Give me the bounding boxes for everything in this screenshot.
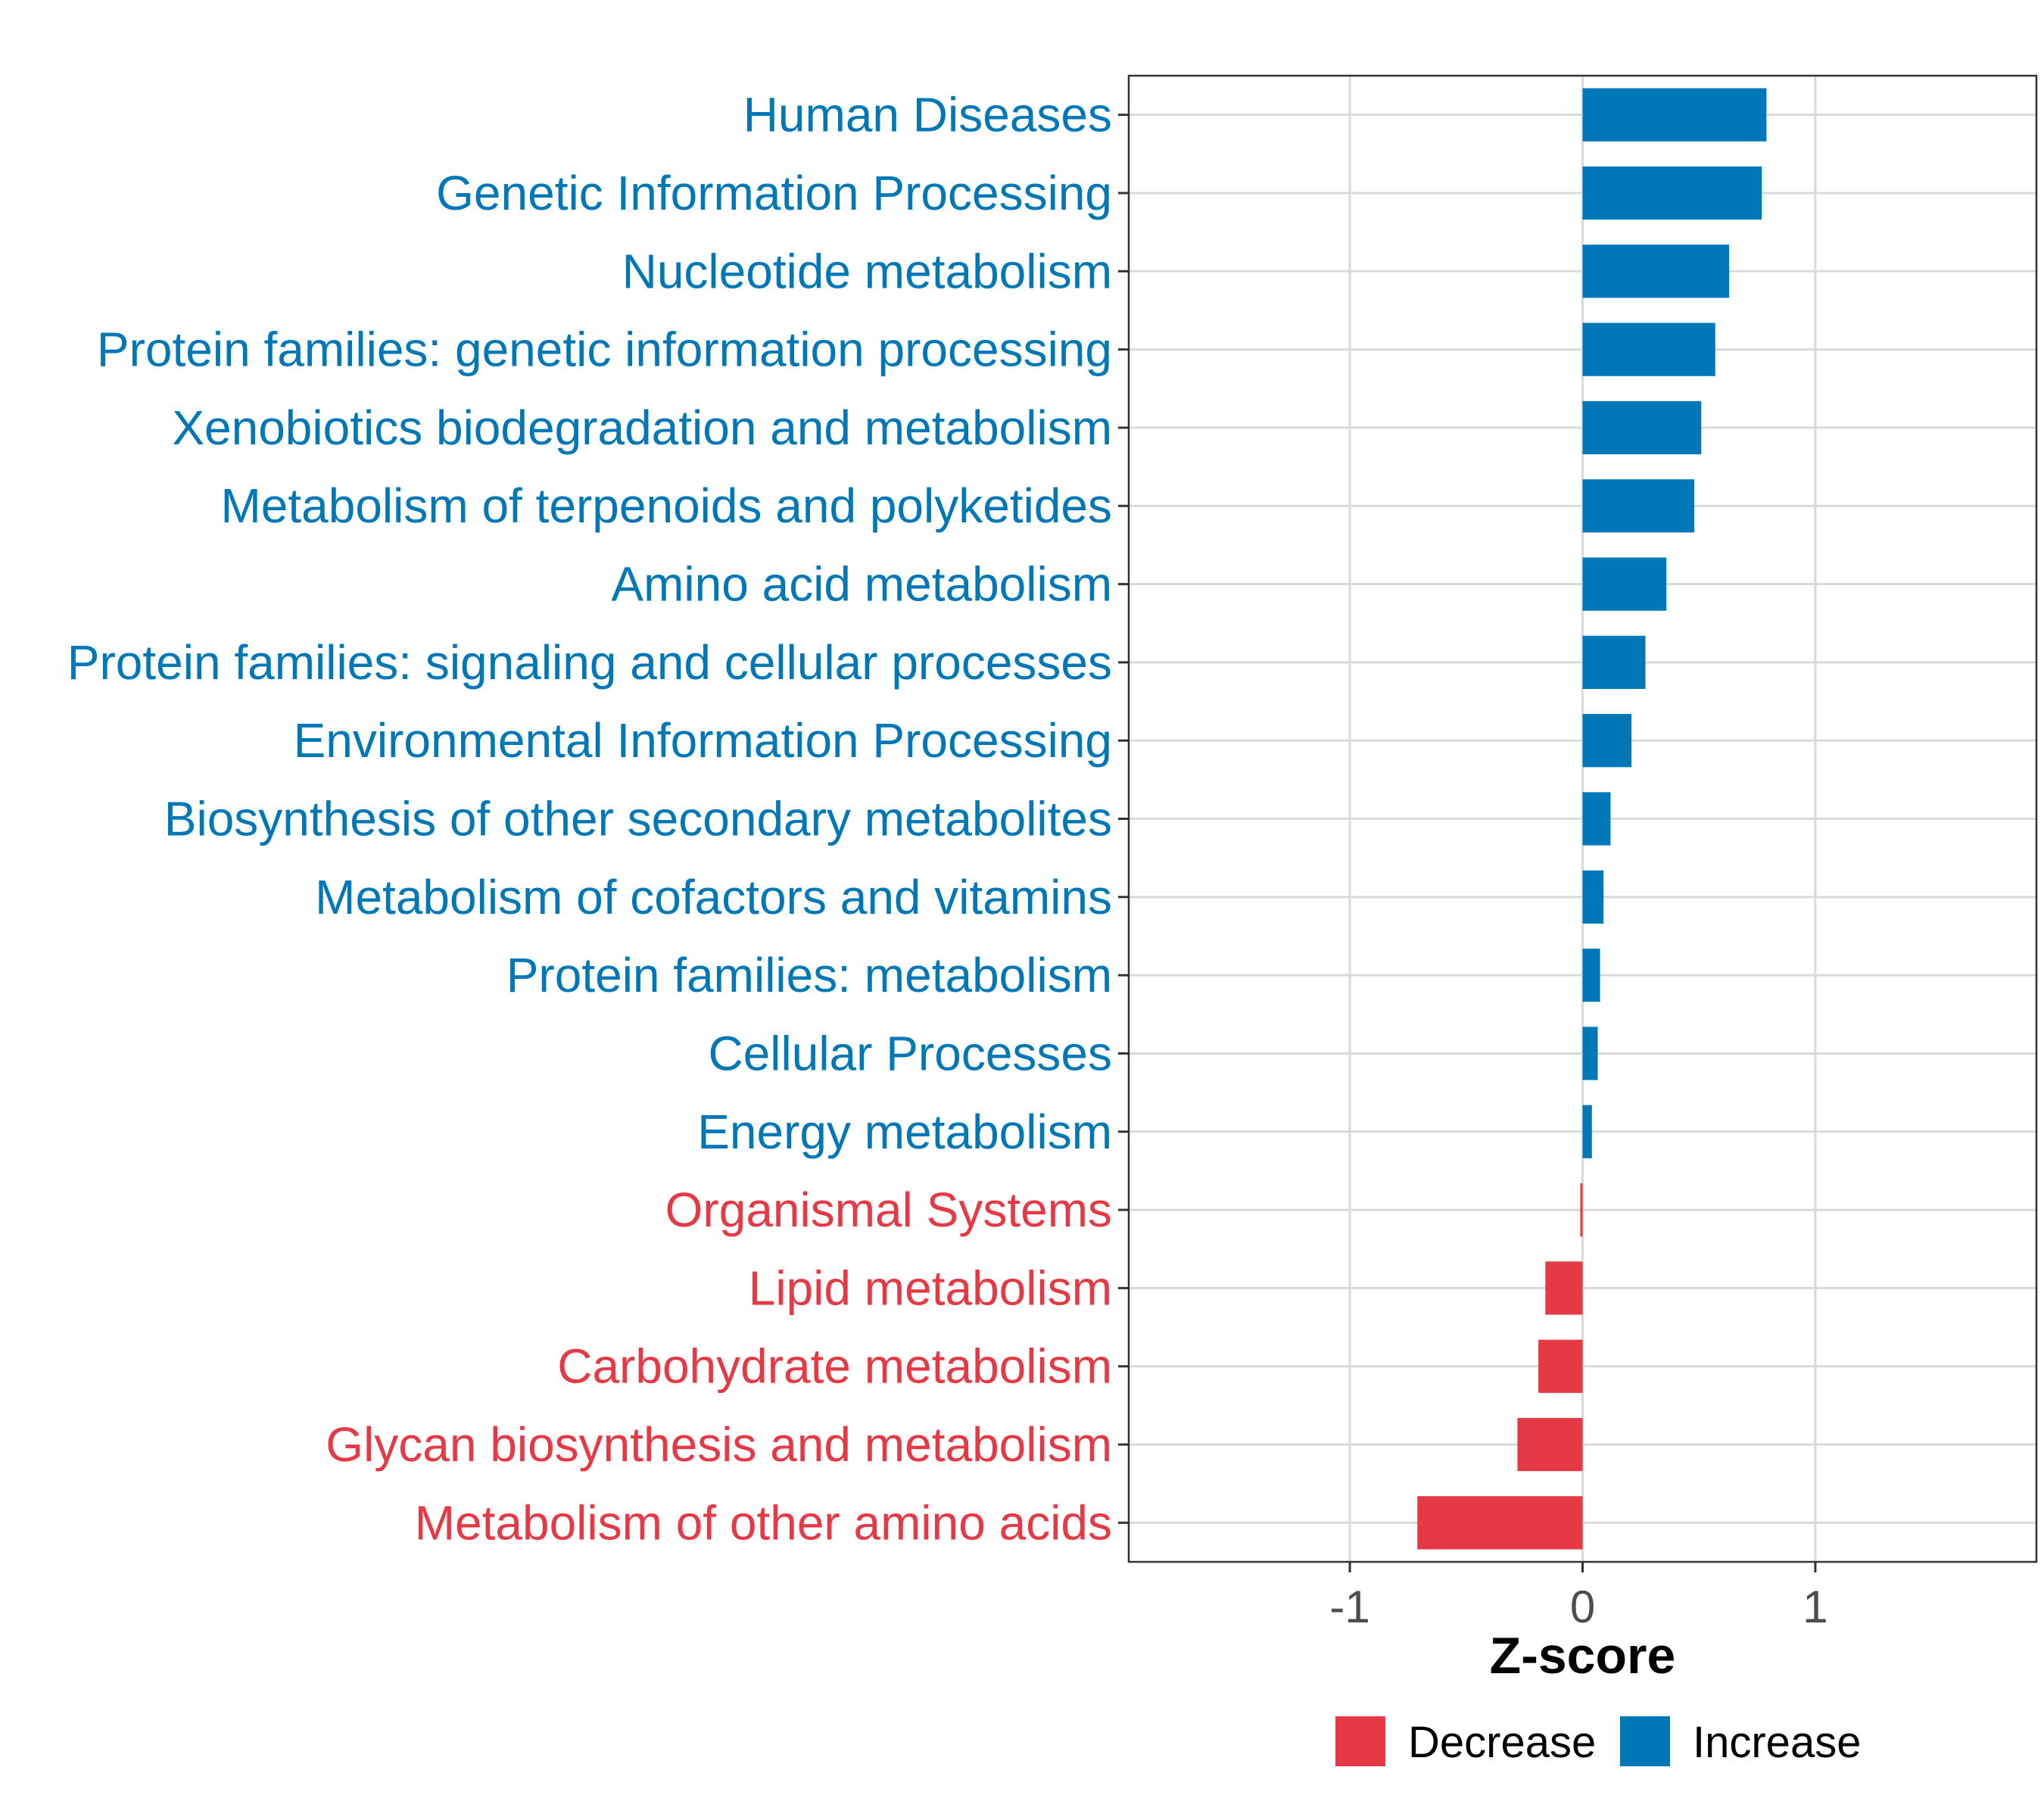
legend-swatch — [1335, 1716, 1385, 1766]
bars-layer — [1417, 88, 1767, 1550]
legend: Decrease Increase — [1335, 1716, 1861, 1767]
category-label: Genetic Information Processing — [436, 166, 1112, 220]
legend-swatch — [1620, 1716, 1670, 1766]
bar — [1582, 1105, 1592, 1158]
category-label: Organismal Systems — [665, 1183, 1112, 1237]
x-tick-label: 1 — [1803, 1582, 1827, 1632]
bar — [1582, 245, 1730, 298]
category-label: Cellular Processes — [708, 1026, 1112, 1080]
bar — [1582, 88, 1767, 142]
bar — [1582, 635, 1646, 689]
category-label: Energy metabolism — [697, 1105, 1112, 1159]
category-label: Xenobiotics biodegradation and metabolis… — [172, 400, 1112, 455]
bar — [1582, 557, 1667, 611]
category-label: Metabolism of cofactors and vitamins — [315, 870, 1112, 924]
category-label: Environmental Information Processing — [294, 713, 1112, 768]
category-label: Nucleotide metabolism — [622, 244, 1112, 298]
category-label: Biosynthesis of other secondary metaboli… — [164, 792, 1112, 846]
category-label: Lipid metabolism — [749, 1261, 1112, 1315]
legend-label: Increase — [1693, 1718, 1861, 1767]
bar — [1582, 479, 1695, 533]
x-tick-label: 0 — [1570, 1582, 1595, 1632]
category-label: Protein families: genetic information pr… — [97, 323, 1112, 377]
bar — [1582, 949, 1600, 1002]
bar — [1582, 870, 1604, 924]
bar — [1517, 1417, 1583, 1472]
bar — [1580, 1183, 1583, 1237]
bar — [1417, 1496, 1583, 1550]
category-label: Protein families: metabolism — [506, 948, 1112, 1002]
bar — [1582, 400, 1702, 455]
category-label: Carbohydrate metabolism — [557, 1339, 1112, 1394]
bar — [1582, 714, 1632, 768]
bar — [1582, 166, 1762, 220]
ticks-layer: -1 0 1 — [1118, 114, 1828, 1632]
category-label: Metabolism of terpenoids and polyketides — [220, 478, 1112, 533]
bar — [1545, 1261, 1583, 1315]
legend-label: Decrease — [1408, 1718, 1596, 1767]
category-label: Protein families: signaling and cellular… — [67, 635, 1112, 690]
bar — [1582, 323, 1715, 376]
bar — [1582, 1027, 1598, 1080]
category-labels: Human Diseases Genetic Information Proces… — [67, 88, 1112, 1551]
category-label: Glycan biosynthesis and metabolism — [326, 1417, 1112, 1472]
bar — [1582, 792, 1611, 846]
category-label: Metabolism of other amino acids — [415, 1495, 1112, 1550]
x-axis-title: Z-score — [1490, 1627, 1676, 1685]
x-tick-label: -1 — [1329, 1582, 1369, 1632]
bar — [1538, 1339, 1583, 1393]
category-label: Amino acid metabolism — [611, 557, 1112, 612]
category-label: Human Diseases — [743, 88, 1112, 142]
